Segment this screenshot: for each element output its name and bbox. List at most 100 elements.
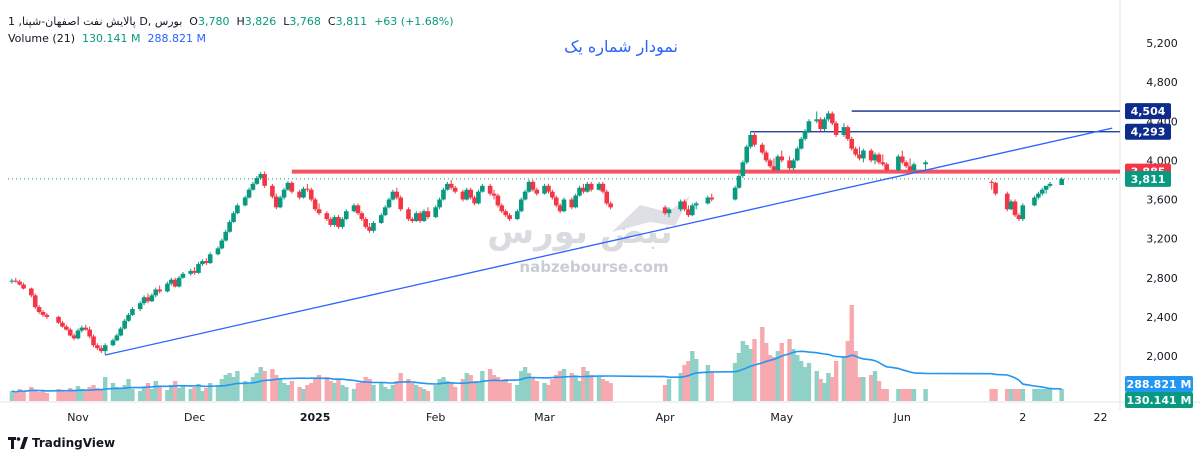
candle-body [709, 197, 715, 200]
volume-bar [332, 383, 337, 401]
candle-body [1004, 193, 1010, 210]
candle-body [114, 335, 120, 341]
candle-body [748, 134, 753, 147]
candle-body [798, 138, 804, 149]
candle-body [1012, 201, 1018, 216]
candle-body [993, 182, 998, 194]
candle-body [779, 156, 785, 161]
candle-body [678, 201, 683, 210]
volume-badge [1125, 376, 1193, 392]
volume-bar [569, 373, 574, 401]
candle-body [235, 205, 240, 214]
volume-bar [110, 383, 116, 401]
volume-bar [736, 353, 742, 401]
symbol-label[interactable]: 1 ,پالایش نفت اصفهان-شپنا D, بورس [8, 15, 183, 28]
volume-bar [526, 373, 532, 401]
candle-body [829, 113, 835, 124]
candle-body [137, 303, 143, 310]
volume-bar [367, 379, 372, 401]
volume-bar [1059, 389, 1064, 401]
candle-body [495, 195, 501, 206]
candle-body [464, 189, 470, 200]
volume-bars [9, 305, 1064, 401]
volume-bar [40, 391, 46, 401]
volume-bar [550, 379, 555, 401]
volume-bar [36, 392, 42, 401]
volume-bar [775, 351, 781, 401]
candle-body [425, 211, 431, 218]
volume-bar [285, 385, 291, 401]
candle-body [550, 191, 555, 198]
drawing-lines[interactable] [8, 110, 1120, 356]
high-value: 3,826 [244, 15, 277, 28]
y-tick-label: 2,000 [1146, 350, 1178, 363]
volume-bar [126, 379, 131, 401]
volume-bar [802, 367, 808, 401]
volume-ma-value: 288.821 M [147, 32, 206, 45]
candle-body [534, 189, 540, 194]
volume-bar [452, 387, 458, 401]
volume-bar [169, 385, 174, 401]
candle-body [814, 119, 820, 122]
volume-bar [44, 393, 50, 401]
volume-bar [779, 343, 784, 401]
candle-body [308, 189, 314, 200]
volume-bar [355, 383, 361, 401]
candle-body [328, 219, 334, 225]
candle-body [91, 336, 96, 346]
volume-bar [573, 377, 578, 401]
x-tick-label: Dec [184, 411, 205, 424]
candle-body [445, 183, 450, 190]
candle-body [285, 182, 291, 190]
y-tick-label: 3,600 [1146, 194, 1178, 207]
candle-body [468, 189, 473, 198]
volume-bar [487, 369, 493, 401]
candle-body [130, 309, 135, 315]
candle-body [301, 188, 306, 198]
volume-bar [577, 381, 582, 401]
volume-bar [180, 386, 186, 401]
candle-body [857, 154, 862, 159]
candle-body [382, 207, 388, 216]
candle-body [394, 191, 400, 198]
volume-bar [157, 386, 162, 401]
volume-bar [693, 359, 699, 401]
volume-bar [289, 381, 295, 401]
volume-bar [379, 383, 384, 401]
volume-bar [491, 375, 497, 401]
low-label: L [283, 15, 290, 28]
candle-body [421, 211, 427, 222]
volume-bar [176, 388, 182, 401]
volume-bar [546, 385, 551, 401]
candle-body [736, 176, 742, 188]
close-value: 3,811 [335, 15, 368, 28]
volume-bar [1047, 389, 1053, 401]
candle-body [767, 160, 773, 167]
candle-body [1039, 189, 1045, 194]
candle-body [441, 189, 446, 200]
volume-bar [515, 385, 520, 401]
candle-body [861, 150, 866, 159]
candle-body [818, 119, 823, 130]
volume-bar [382, 387, 388, 401]
volume-bar [29, 387, 34, 401]
watermark-url: nabzebourse.com [519, 258, 668, 276]
volume-label[interactable]: Volume (21) [8, 32, 75, 45]
volume-bar [791, 349, 796, 401]
candle-body [693, 203, 699, 206]
volume-bar [219, 379, 225, 401]
candle-body [157, 289, 162, 292]
volume-bar [204, 388, 209, 401]
volume-bar [830, 377, 835, 401]
candle-body [771, 166, 777, 171]
volume-bar [1020, 389, 1025, 401]
volume-bar [585, 371, 590, 401]
volume-bar [83, 391, 88, 401]
candle-body [1008, 201, 1014, 210]
volume-bar [149, 389, 155, 401]
tradingview-icon [8, 437, 28, 449]
volume-bar [359, 381, 365, 401]
tradingview-logo[interactable]: TradingView [8, 436, 115, 450]
x-tick-label: Apr [656, 411, 676, 424]
